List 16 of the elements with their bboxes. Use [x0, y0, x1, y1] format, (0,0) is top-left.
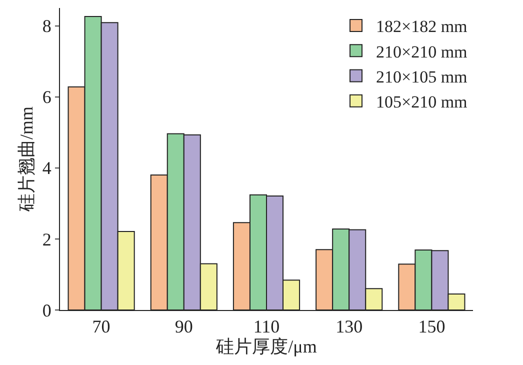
x-tick-label: 110 — [253, 316, 280, 337]
y-tick-label: 4 — [42, 158, 52, 178]
x-tick-label: 150 — [418, 316, 446, 337]
y-tick-label: 8 — [42, 16, 52, 36]
legend-label: 210×105 mm — [376, 67, 468, 86]
legend-label: 105×210 mm — [376, 92, 468, 112]
x-tick-label: 70 — [92, 316, 110, 337]
legend-label: 182×182 mm — [376, 17, 468, 36]
x-axis-title: 硅片厚度/μm — [215, 336, 317, 357]
legend-label: 210×210 mm — [376, 42, 468, 62]
y-tick-label: 0 — [42, 300, 52, 320]
x-tick-label: 130 — [336, 316, 363, 337]
y-tick-label: 6 — [42, 87, 52, 108]
y-axis-title: 硅片翘曲/mm — [16, 106, 37, 213]
y-tick-label: 2 — [42, 229, 52, 250]
x-tick-label: 90 — [174, 316, 193, 337]
